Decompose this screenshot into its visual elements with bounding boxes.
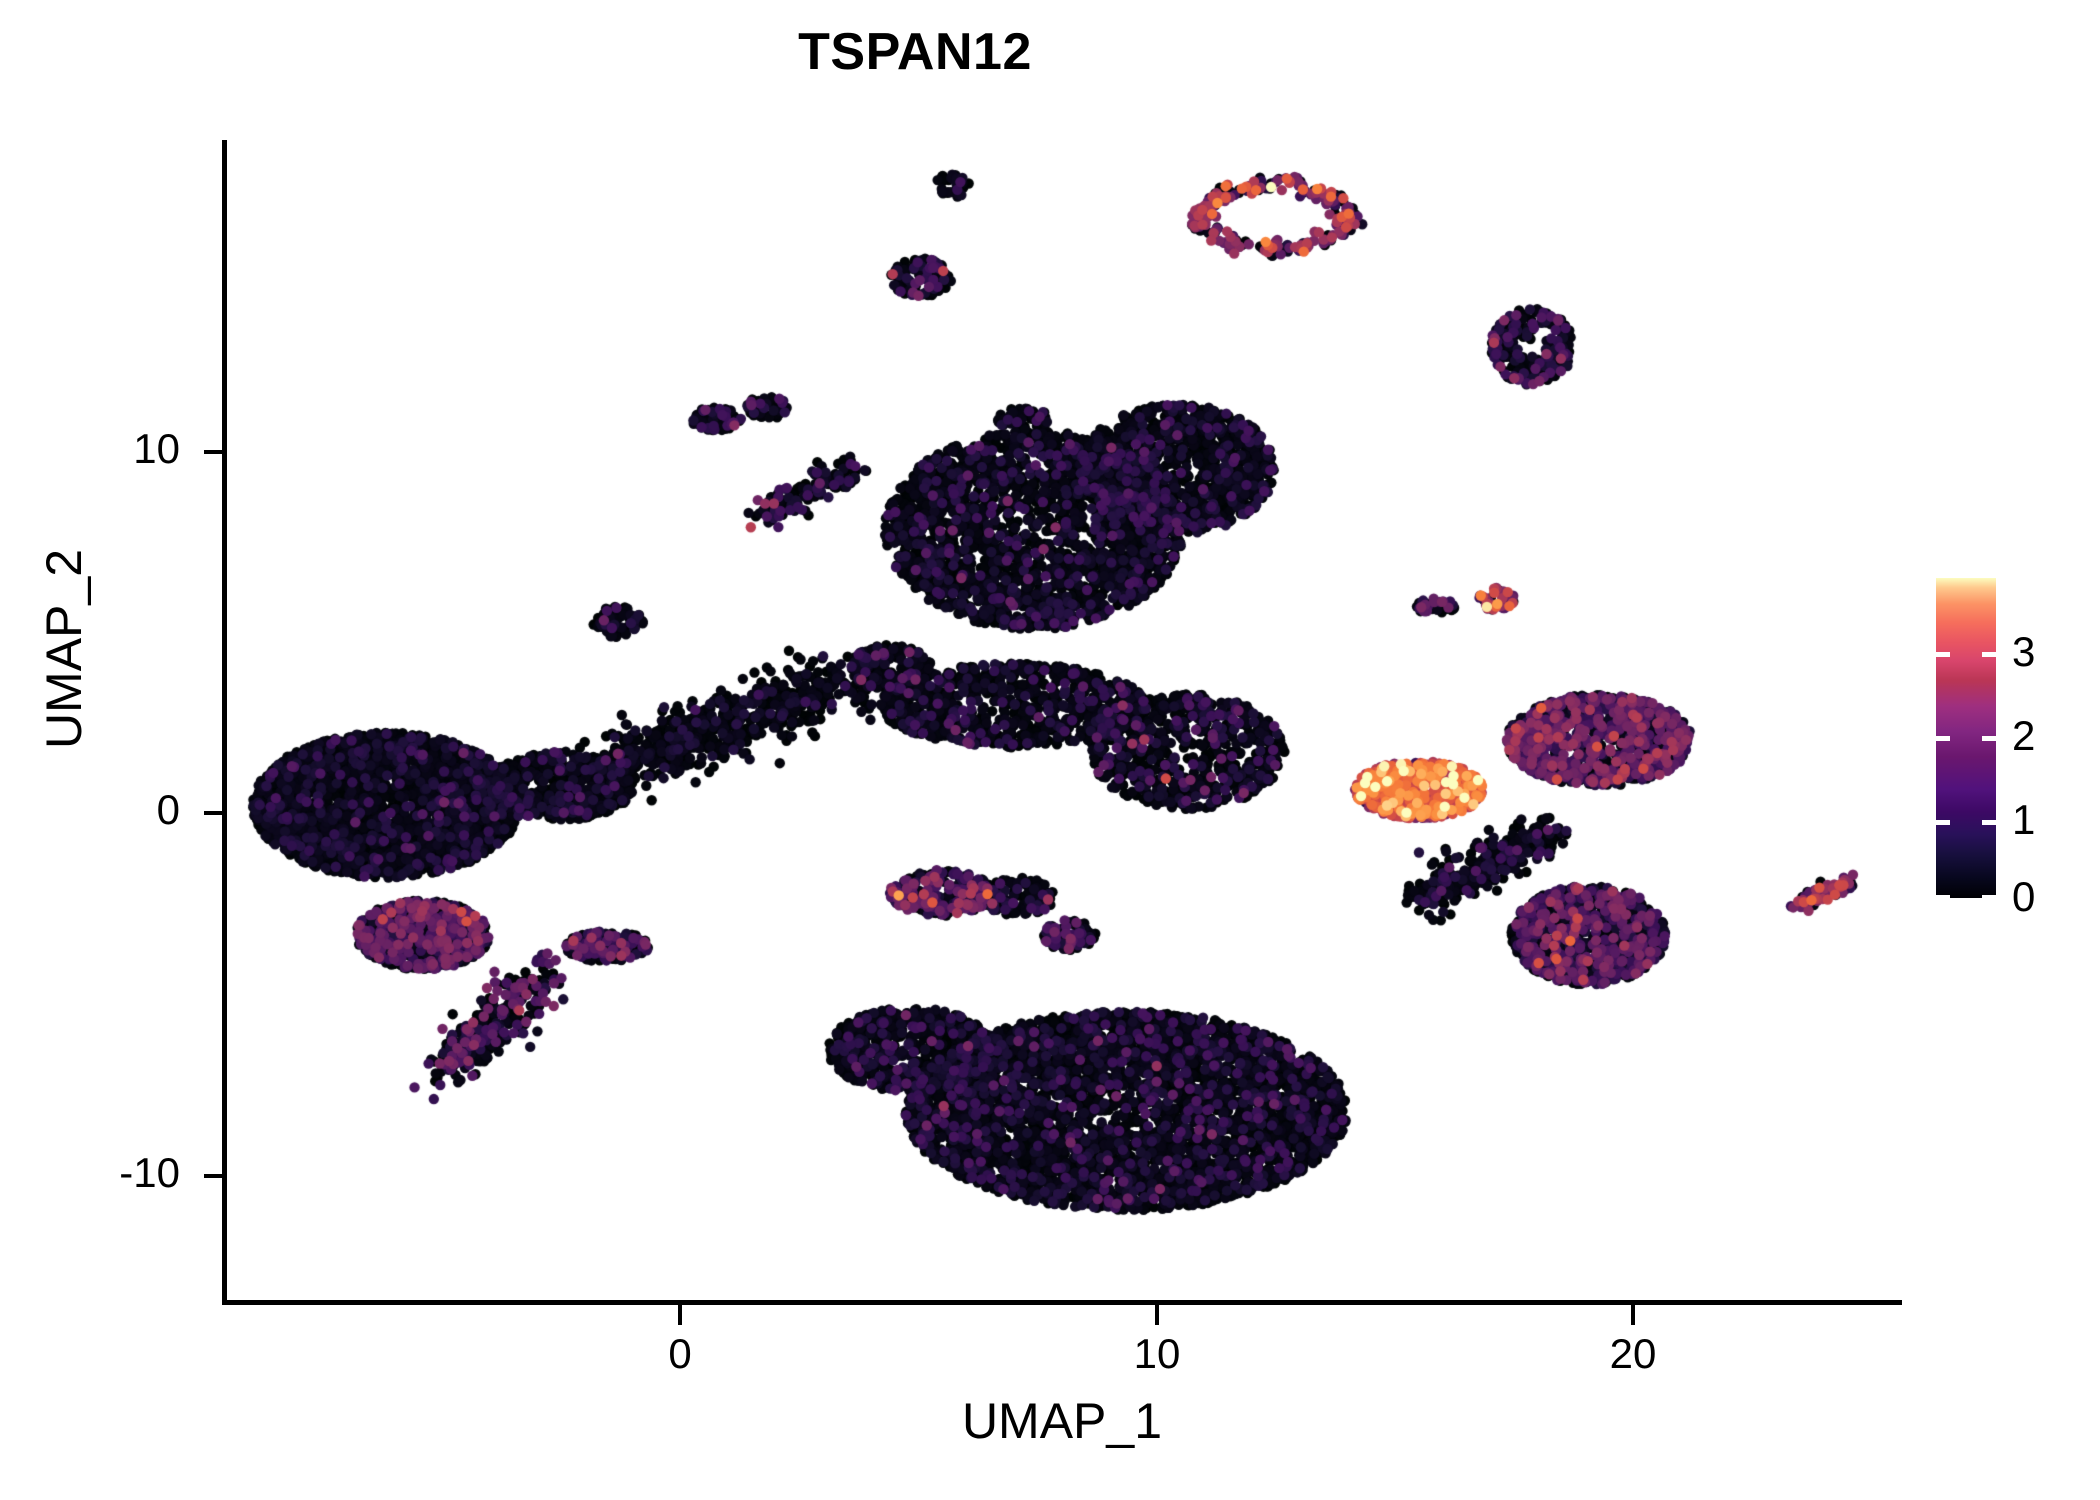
x-axis-line xyxy=(222,1300,1902,1305)
colorbar-label-1: 1 xyxy=(2012,796,2036,843)
y-tick-label-10: 10 xyxy=(133,425,180,472)
y-tick-mark-0 xyxy=(204,811,222,815)
colorbar-tick-3-left xyxy=(1936,652,1950,657)
colorbar-tick-3-right xyxy=(1982,652,1996,657)
colorbar-label-3: 3 xyxy=(2012,628,2036,675)
x-tick-label-20: 20 xyxy=(1609,1330,1657,1377)
x-tick-label-10: 10 xyxy=(1133,1330,1181,1377)
colorbar-tick-0-right xyxy=(1982,895,1996,900)
colorbar-tick-1-left xyxy=(1936,820,1950,825)
x-axis-title: UMAP_1 xyxy=(961,1393,1163,1449)
colorbar-tick-2-left xyxy=(1936,736,1950,741)
colorbar-label-0: 0 xyxy=(2012,873,2036,920)
page-title: TSPAN12 xyxy=(798,23,1032,81)
colorbar-tick-2-right xyxy=(1982,736,1996,741)
y-axis-title: UMAP_2 xyxy=(36,548,92,750)
y-tick-mark-10 xyxy=(204,450,222,454)
x-tick-mark-0 xyxy=(678,1305,682,1325)
colorbar-tick-1-right xyxy=(1982,820,1996,825)
x-tick-mark-20 xyxy=(1631,1305,1635,1325)
x-tick-label-0: 0 xyxy=(668,1330,692,1377)
scatter-canvas xyxy=(222,140,1902,1302)
y-tick-mark-minus10 xyxy=(204,1174,222,1178)
y-tick-label-0: 0 xyxy=(156,786,180,833)
colorbar-legend: 3 2 1 0 xyxy=(1936,578,2035,918)
y-tick-label-minus10: -10 xyxy=(119,1149,180,1196)
colorbar-tick-0-left xyxy=(1936,895,1950,900)
colorbar-label-2: 2 xyxy=(2012,712,2036,759)
x-tick-mark-10 xyxy=(1155,1305,1159,1325)
plot-panel xyxy=(222,140,1902,1302)
